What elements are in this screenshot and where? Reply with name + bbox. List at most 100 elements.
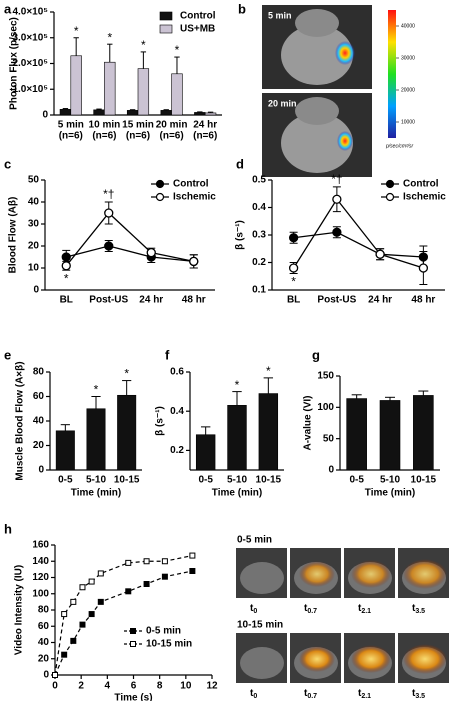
legend-label: 10-15 min: [146, 639, 192, 650]
panel-letter: h: [4, 521, 12, 536]
image-label: 5 min: [268, 10, 292, 20]
legend-marker: [385, 179, 395, 189]
line: [293, 231, 424, 258]
y-tick-label: 50: [28, 175, 40, 186]
image-row-title: 10-15 min: [237, 620, 283, 631]
y-tick-label: 2.0×10⁵: [12, 58, 48, 69]
frame-time-base: t: [304, 688, 308, 699]
significance-mark: *: [94, 383, 99, 397]
contrast-signal: [299, 561, 335, 587]
legend-marker: [130, 641, 136, 647]
legend-label: Control: [180, 11, 216, 22]
panel-letter: d: [236, 156, 244, 171]
y-tick-label: 20: [28, 241, 40, 252]
bar: [126, 110, 139, 116]
frame-time: t2.1: [358, 603, 371, 615]
marker: [61, 261, 71, 271]
y-tick-label: 40: [28, 197, 40, 208]
colorbar-tick-label: 20000: [401, 87, 415, 93]
x-tick-label: Post-US: [317, 295, 356, 306]
x-tick-note: (n=6): [193, 131, 217, 142]
legend-marker: [385, 192, 395, 202]
marker: [288, 233, 299, 243]
marker: [375, 249, 385, 259]
legend-label: 0-5 min: [146, 626, 181, 637]
panel-letter: b: [238, 1, 246, 16]
x-tick-label: 10-15: [114, 475, 140, 486]
colorbar-unit: p/sec/cm²/sr: [385, 143, 414, 149]
subject: [295, 97, 339, 125]
frame-time: t3.5: [412, 603, 425, 615]
marker: [125, 588, 132, 595]
y-axis-label: A-value (VI): [303, 395, 314, 450]
significance-mark: *: [291, 275, 296, 289]
frame-time-base: t: [412, 688, 416, 699]
contrast-signal: [403, 644, 447, 674]
legend-label: Control: [403, 179, 439, 190]
legend-label: US+MB: [180, 24, 215, 35]
y-axis-label: Video Intensity (IU): [14, 565, 25, 655]
significance-mark: *: [74, 24, 79, 38]
y-tick-label: 4.0×10⁵: [12, 7, 48, 18]
x-tick-note: (n=6): [59, 131, 83, 142]
x-tick-label: 2: [78, 681, 84, 692]
x-tick-label: 48 hr: [182, 295, 206, 306]
contrast-signal: [351, 645, 391, 673]
y-tick-label: 0.4: [170, 406, 184, 417]
significance-mark: *: [141, 38, 146, 52]
frame-time-base: t: [358, 688, 362, 699]
x-axis-label: Time (min): [365, 488, 415, 499]
x-tick-label: 24 hr: [368, 295, 392, 306]
tissue: [240, 647, 284, 679]
y-tick-label: 20: [38, 653, 50, 664]
x-tick-label: 8: [157, 681, 163, 692]
legend-label: Control: [173, 179, 209, 190]
bar: [117, 394, 137, 471]
y-tick-label: 50: [323, 433, 335, 444]
y-tick-label: 0: [42, 110, 48, 121]
x-tick-label: BL: [287, 295, 300, 306]
x-tick-label: BL: [60, 295, 73, 306]
image-row-title: 0-5 min: [237, 535, 272, 546]
y-tick-label: 0.2: [170, 445, 184, 456]
bar: [227, 405, 247, 471]
frame-time-base: t: [250, 603, 254, 614]
marker: [52, 672, 58, 678]
frame-time-sub: 2.1: [361, 693, 371, 700]
marker: [70, 637, 77, 644]
marker: [143, 581, 150, 587]
x-axis-label: Time (s): [114, 693, 152, 701]
x-tick-label: 10-15: [256, 475, 282, 486]
bar: [379, 400, 401, 471]
marker: [61, 611, 68, 618]
x-tick-label: 0-5: [349, 475, 364, 486]
legend-marker: [155, 179, 165, 189]
y-tick-label: 0.1: [252, 285, 266, 296]
x-tick-label: 0-5: [198, 475, 213, 486]
fit-line: [54, 570, 193, 676]
bar: [70, 55, 82, 116]
tissue: [240, 562, 284, 594]
frame-time-base: t: [250, 688, 254, 699]
legend-marker: [155, 192, 165, 202]
bar: [194, 112, 206, 116]
marker: [88, 578, 95, 585]
y-tick-label: 1.0×10⁵: [12, 84, 48, 95]
panel-letter: g: [312, 347, 320, 362]
contrast-signal: [299, 646, 335, 672]
x-tick-note: (n=6): [126, 131, 150, 142]
marker: [143, 558, 150, 565]
x-tick-label: 0: [52, 681, 58, 692]
marker: [70, 598, 77, 605]
y-axis-label: Photon Flux (p/sec): [9, 17, 20, 110]
significance-mark: *: [107, 30, 112, 44]
significance-mark: *: [124, 367, 129, 381]
y-tick-label: 140: [32, 556, 49, 567]
frame-time: t0.7: [304, 688, 317, 700]
bar: [93, 109, 105, 116]
x-tick-note: (n=6): [160, 131, 184, 142]
significance-mark: *†: [331, 172, 342, 186]
bar: [204, 112, 217, 116]
frame-time: t0: [250, 603, 257, 615]
marker: [418, 263, 429, 273]
